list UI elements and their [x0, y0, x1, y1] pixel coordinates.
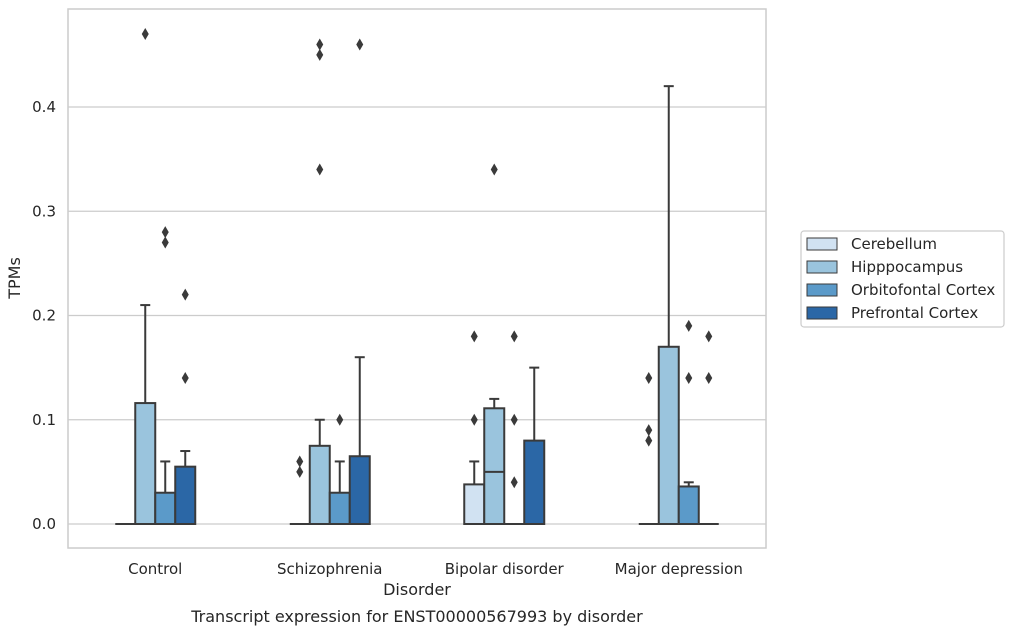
- box-hipppocampus: [657, 85, 680, 525]
- box-prefrontal-cortex: [523, 366, 546, 526]
- outlier-point: [296, 455, 304, 468]
- box-orbitofontal-cortex: [504, 330, 525, 525]
- legend-swatch: [806, 260, 838, 274]
- outlier-point: [316, 38, 324, 51]
- outlier-point: [356, 38, 364, 51]
- box-hipppocampus: [483, 163, 506, 525]
- x-tick-label: Bipolar disorder: [445, 560, 565, 578]
- box-body: [463, 483, 486, 526]
- box-body: [174, 465, 197, 526]
- legend-swatch: [806, 237, 838, 251]
- box-prefrontal-cortex: [698, 330, 719, 525]
- box-hipppocampus: [308, 38, 331, 525]
- legend-label: Cerebellum: [851, 235, 937, 253]
- legend-swatch: [806, 283, 838, 297]
- legend-label: Prefrontal Cortex: [851, 304, 978, 322]
- x-axis-ticks: Control Schizophrenia Bipolar disorder Majo…: [128, 560, 743, 578]
- outlier-point: [470, 413, 478, 426]
- box-cerebellum: [638, 372, 659, 525]
- box-orbitofontal-cortex: [154, 226, 177, 526]
- outlier-point: [510, 476, 518, 489]
- chart-caption: Transcript expression for ENST0000056799…: [190, 607, 643, 626]
- outlier-point: [510, 330, 518, 343]
- box-body: [677, 485, 700, 525]
- outlier-point: [161, 236, 169, 249]
- box-body: [657, 345, 680, 525]
- y-tick-label: 0.1: [32, 411, 56, 429]
- outlier-point: [490, 163, 498, 176]
- y-axis-label: TPMs: [5, 257, 24, 300]
- outlier-point: [141, 28, 149, 41]
- x-tick-label: Schizophrenia: [277, 560, 382, 578]
- x-axis-label: Disorder: [383, 580, 451, 599]
- outlier-point: [181, 372, 189, 385]
- y-tick-label: 0.2: [32, 307, 56, 325]
- outlier-point: [685, 372, 693, 385]
- box-cerebellum: [463, 330, 486, 526]
- outlier-point: [645, 434, 653, 447]
- y-axis-ticks: 0.0 0.1 0.2 0.3 0.4: [32, 98, 56, 533]
- outlier-point: [470, 330, 478, 343]
- outlier-point: [510, 413, 518, 426]
- outlier-point: [705, 372, 713, 385]
- box-body: [348, 455, 371, 525]
- box-prefrontal-cortex: [174, 288, 197, 526]
- y-tick-label: 0.3: [32, 202, 56, 220]
- x-tick-label: Control: [128, 560, 182, 578]
- y-tick-label: 0.0: [32, 515, 56, 533]
- outlier-point: [161, 226, 169, 239]
- outlier-point: [336, 413, 344, 426]
- box-body: [328, 491, 351, 526]
- box-body: [483, 407, 506, 525]
- box-orbitofontal-cortex: [677, 319, 700, 525]
- box-orbitofontal-cortex: [328, 413, 351, 526]
- outlier-point: [685, 319, 693, 332]
- outlier-point: [645, 372, 653, 385]
- legend-label: Orbitofontal Cortex: [851, 281, 995, 299]
- legend-swatch: [806, 306, 838, 320]
- box-body: [134, 402, 157, 526]
- outlier-point: [705, 330, 713, 343]
- legend-label: Hipppocampus: [851, 258, 963, 276]
- legend-item: Prefrontal Cortex: [806, 304, 978, 322]
- outlier-point: [316, 48, 324, 61]
- legend-frame: [800, 230, 1005, 328]
- plot-area-frame: [67, 8, 767, 549]
- legend-item: Hipppocampus: [806, 258, 963, 276]
- y-tick-label: 0.4: [32, 98, 56, 116]
- outlier-point: [645, 424, 653, 437]
- box-cerebellum: [289, 455, 310, 525]
- box-plot-marks: [115, 28, 719, 526]
- box-prefrontal-cortex: [348, 38, 371, 525]
- legend-item: Cerebellum: [806, 235, 937, 253]
- x-tick-label: Major depression: [615, 560, 743, 578]
- legend-item: Orbitofontal Cortex: [806, 281, 995, 299]
- box-hipppocampus: [134, 28, 157, 526]
- box-body: [523, 439, 546, 526]
- outlier-point: [181, 288, 189, 301]
- box-body: [154, 491, 177, 526]
- box-body: [308, 444, 331, 525]
- legend: Cerebellum Hipppocampus Orbitofontal Corte…: [800, 230, 1005, 328]
- outlier-point: [296, 465, 304, 478]
- outlier-point: [316, 163, 324, 176]
